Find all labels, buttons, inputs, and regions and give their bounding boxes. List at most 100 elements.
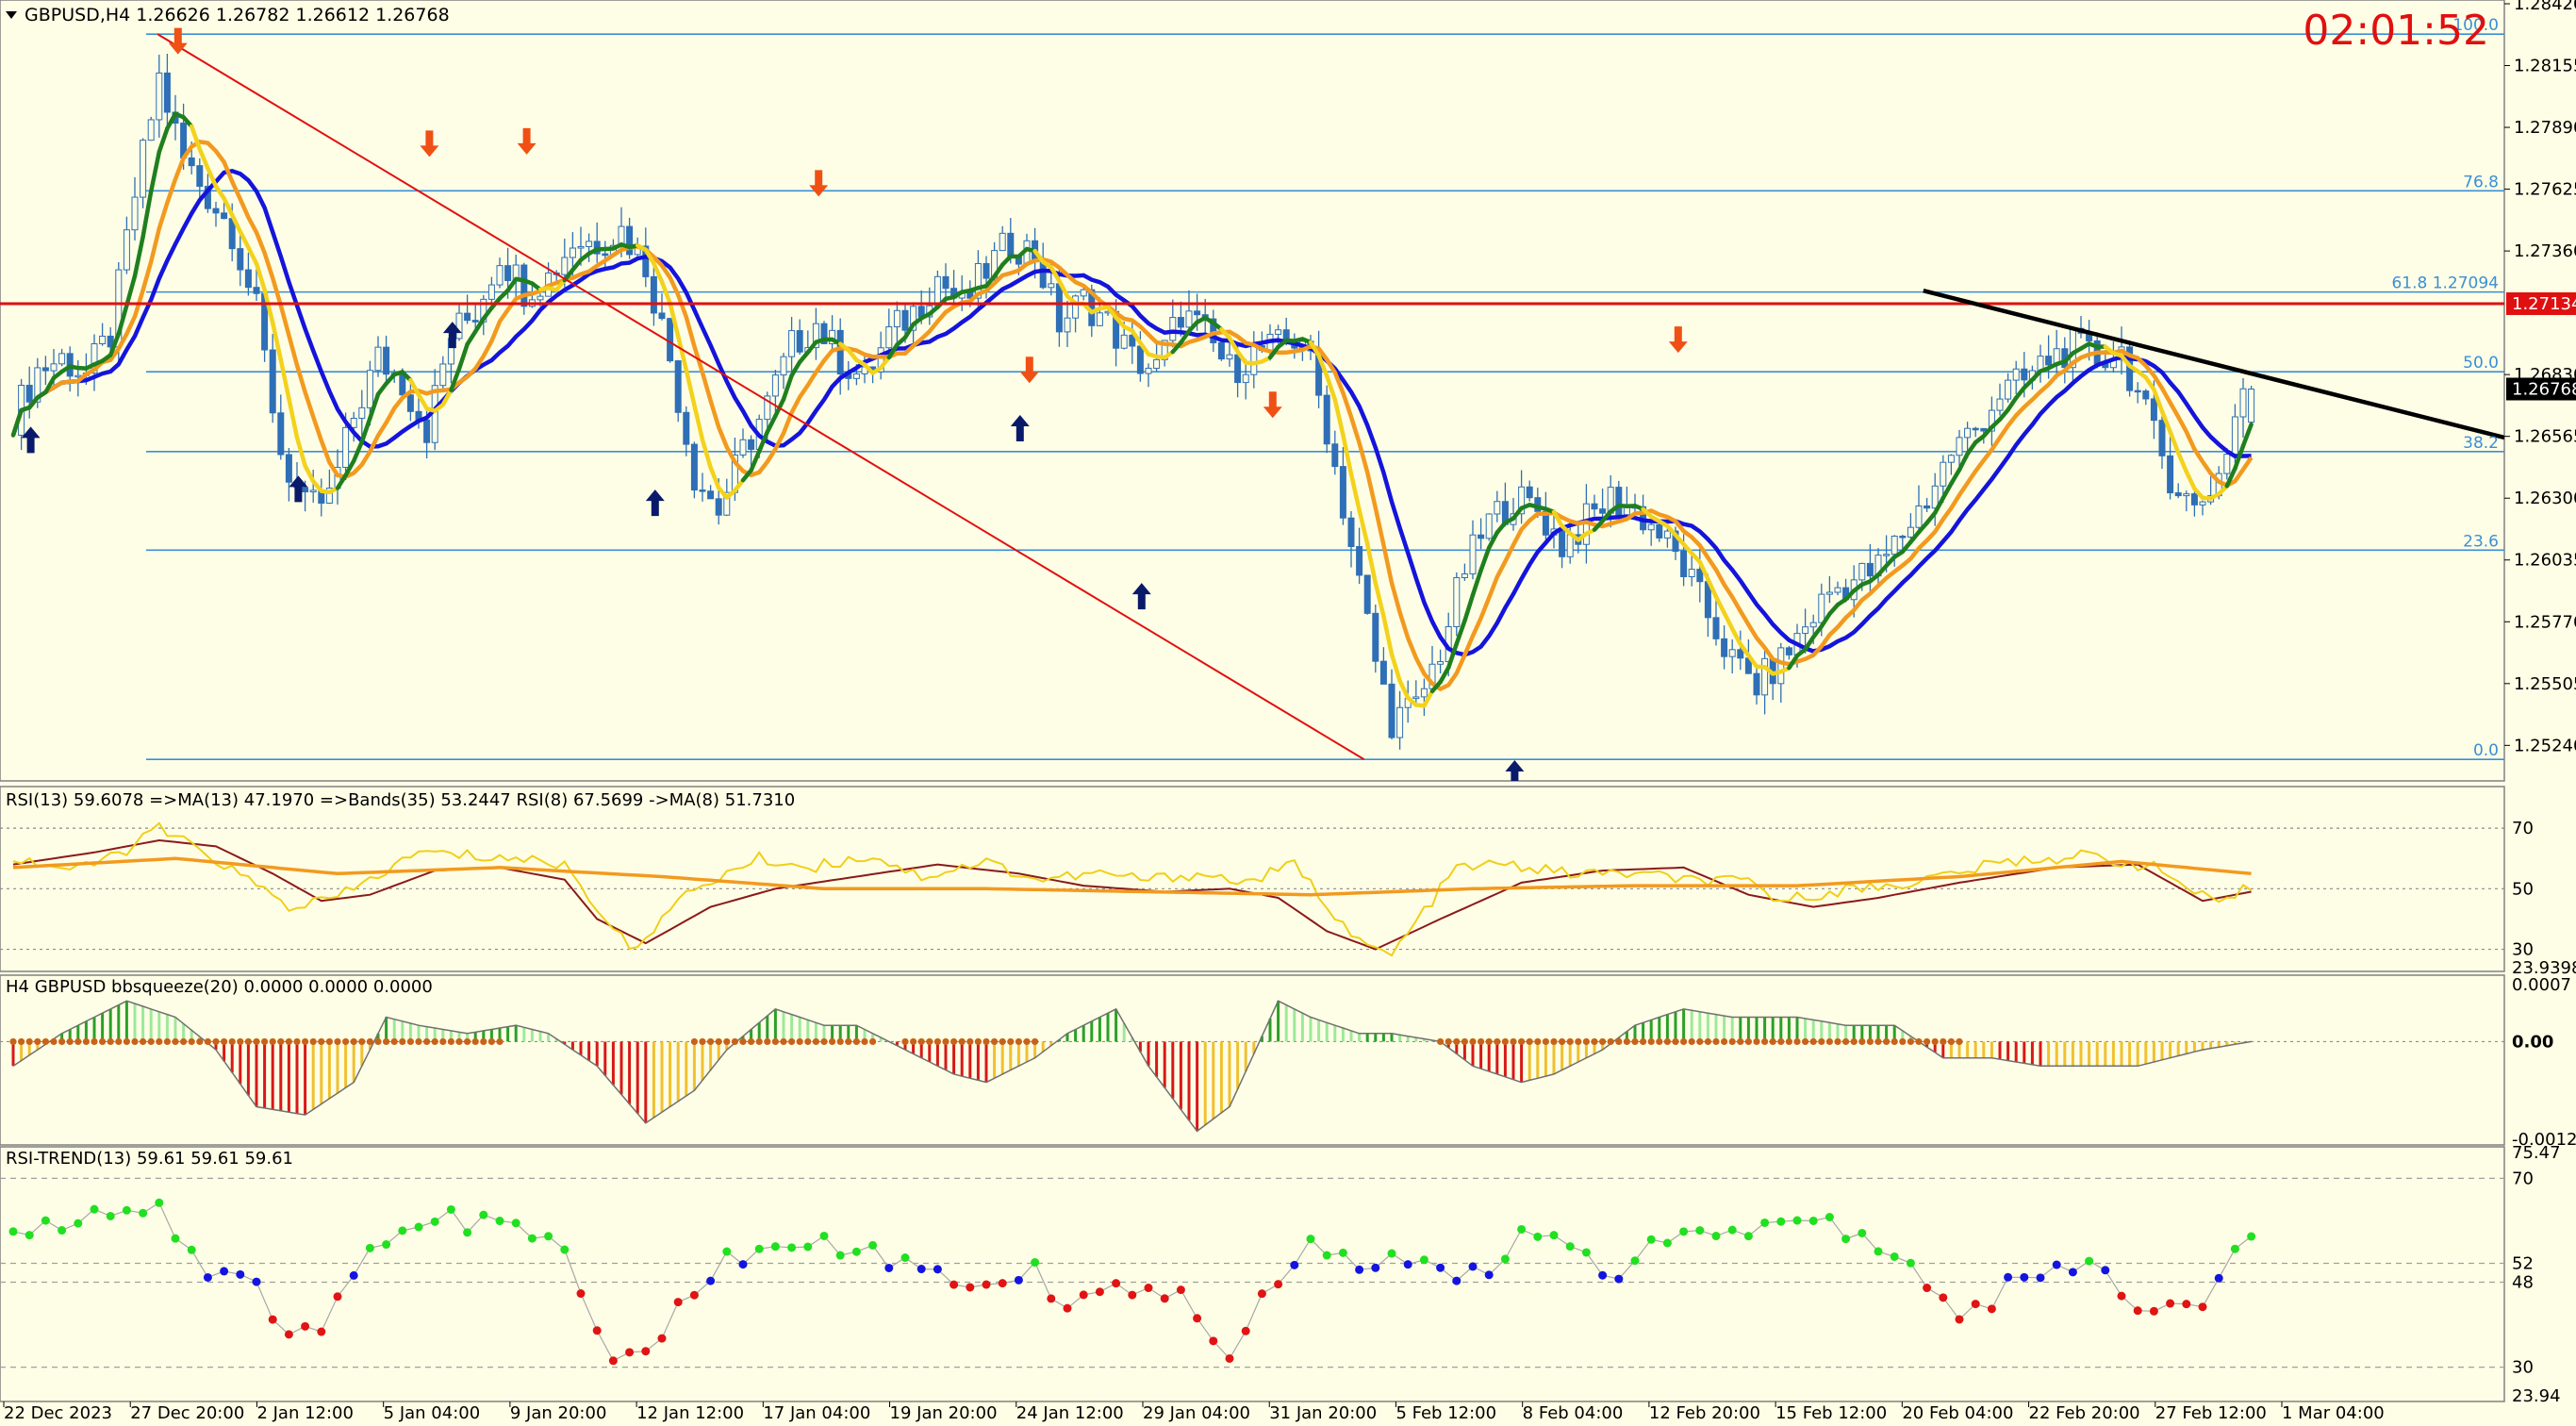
squeeze-dot xyxy=(780,1038,786,1045)
candle-body xyxy=(1146,368,1151,373)
time-tick-label: 22 Dec 2023 xyxy=(4,1403,112,1422)
price-tick-label: 1.26300 xyxy=(2514,489,2576,508)
rsi-trend-panel xyxy=(0,1147,2504,1401)
price-tick-label: 1.25505 xyxy=(2514,674,2576,694)
rsi-trend-dot xyxy=(1371,1264,1379,1272)
candle-body xyxy=(2143,391,2149,399)
rsi-trend-dot xyxy=(544,1232,553,1240)
panel-frames xyxy=(0,0,2504,1401)
candle-body xyxy=(1689,570,1694,577)
candle-body xyxy=(837,330,843,373)
resistance-price-label: 1.27134 xyxy=(2512,294,2576,314)
candle-body xyxy=(1494,502,1500,514)
squeeze-dot xyxy=(1924,1038,1930,1045)
candle-body xyxy=(2232,417,2237,455)
squeeze-dot xyxy=(1591,1038,1597,1045)
candle-body xyxy=(286,455,291,482)
rsi-trend-dot xyxy=(2134,1306,2142,1315)
fib-label: 50.0 xyxy=(2463,354,2499,373)
squeeze-dot xyxy=(1648,1038,1655,1045)
rsi-trend-dot xyxy=(787,1243,796,1252)
candle-body xyxy=(245,270,251,288)
candle-body xyxy=(999,233,1005,250)
rsi-trend-dot xyxy=(917,1265,926,1273)
rsi-trend-dot xyxy=(1323,1252,1331,1260)
price-tick-label: 1.27625 xyxy=(2514,180,2576,200)
rsi-trend-dot xyxy=(1533,1233,1542,1241)
rsi-trend-dot xyxy=(983,1281,991,1289)
squeeze-dot xyxy=(1494,1038,1500,1045)
rsi-trend-dot xyxy=(285,1330,293,1338)
squeeze-dot xyxy=(464,1038,471,1045)
candle-body xyxy=(708,491,714,499)
squeeze-dot xyxy=(367,1038,373,1045)
squeeze-dot xyxy=(926,1038,933,1045)
squeeze-dot xyxy=(764,1038,770,1045)
candle-body xyxy=(1884,555,1890,556)
rsi-trend-dot xyxy=(1891,1252,1899,1261)
candle-body xyxy=(1170,318,1176,340)
candle-body xyxy=(157,73,162,120)
squeeze-dot xyxy=(148,1038,155,1045)
squeeze-dot xyxy=(1899,1038,1906,1045)
candle-body xyxy=(781,356,786,374)
squeeze-dot xyxy=(455,1038,462,1045)
squeeze-dot xyxy=(205,1038,211,1045)
rsi-trend-dot xyxy=(1128,1291,1136,1300)
time-tick-label: 2 Jan 12:00 xyxy=(256,1403,354,1422)
candle-body xyxy=(1097,313,1102,326)
candle-body xyxy=(578,246,584,248)
rsi-trend-dot xyxy=(107,1212,115,1220)
squeeze-dot xyxy=(156,1038,162,1045)
rsi-trend-dot xyxy=(1307,1235,1315,1243)
candle-body xyxy=(1932,486,1938,507)
candle-body xyxy=(2224,455,2230,473)
price-tick-label: 1.25240 xyxy=(2514,736,2576,755)
candle-body xyxy=(310,490,316,492)
rsi-trend-dot xyxy=(1760,1219,1769,1227)
squeeze-dot xyxy=(1826,1038,1833,1045)
squeeze-dot xyxy=(1891,1038,1898,1045)
candle-body xyxy=(440,364,446,386)
squeeze-dot xyxy=(1729,1038,1736,1045)
rsi-trend-dot xyxy=(431,1218,439,1226)
rsi-trend-dot xyxy=(1031,1258,1039,1267)
candle-body xyxy=(2240,389,2246,417)
squeeze-dot xyxy=(391,1038,398,1045)
squeeze-dot xyxy=(861,1038,867,1045)
squeeze-dot xyxy=(34,1038,41,1045)
rsi-trend-tick-label: 75.47 xyxy=(2512,1143,2561,1163)
current-price-label: 1.26768 xyxy=(2512,379,2576,399)
rsi-trend-dot xyxy=(1907,1259,1915,1268)
squeeze-dot xyxy=(1453,1038,1460,1045)
candle-body xyxy=(1154,359,1160,368)
squeeze-dot xyxy=(189,1038,195,1045)
squeeze-dot xyxy=(107,1038,114,1045)
rsi-trend-dot xyxy=(2069,1268,2077,1276)
squeeze-dot xyxy=(983,1038,989,1045)
candle-body xyxy=(1681,552,1687,577)
candle-body xyxy=(1657,524,1662,538)
price-tick-label: 1.27360 xyxy=(2514,241,2576,261)
rsi-trend-dot xyxy=(1274,1280,1282,1288)
rsi-trend-dot xyxy=(91,1205,99,1214)
squeeze-dot xyxy=(966,1038,973,1045)
squeeze-dot xyxy=(1567,1038,1574,1045)
candle-body xyxy=(603,254,608,256)
candle-body xyxy=(189,158,194,165)
squeeze-dot xyxy=(1761,1038,1768,1045)
squeeze-dot xyxy=(788,1038,795,1045)
rsi-trend-dot xyxy=(123,1206,131,1215)
rsi-trend-dot xyxy=(1404,1260,1412,1268)
squeeze-dot xyxy=(1615,1038,1622,1045)
rsi-trend-dot xyxy=(1663,1239,1672,1248)
candle-body xyxy=(659,313,665,319)
squeeze-dot xyxy=(1664,1038,1671,1045)
squeeze-dot xyxy=(950,1038,957,1045)
candle-body xyxy=(716,499,721,515)
squeeze-dot xyxy=(1559,1038,1565,1045)
time-tick-label: 22 Feb 20:00 xyxy=(2029,1403,2140,1422)
squeeze-dot xyxy=(1656,1038,1662,1045)
